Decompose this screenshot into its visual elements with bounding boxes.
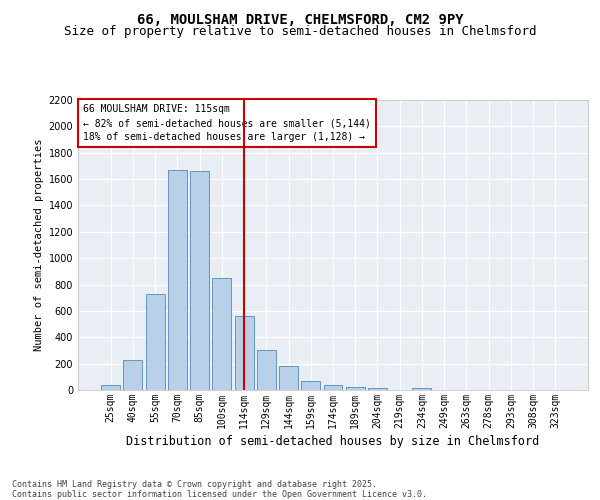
Bar	[257, 350, 276, 390]
Bar	[346, 388, 365, 390]
Bar	[190, 171, 209, 390]
Bar	[101, 384, 120, 390]
Bar	[368, 388, 387, 390]
Bar	[301, 382, 320, 390]
Bar	[235, 316, 254, 390]
Text: Size of property relative to semi-detached houses in Chelmsford: Size of property relative to semi-detach…	[64, 25, 536, 38]
Text: 66 MOULSHAM DRIVE: 115sqm
← 82% of semi-detached houses are smaller (5,144)
18% : 66 MOULSHAM DRIVE: 115sqm ← 82% of semi-…	[83, 104, 371, 142]
X-axis label: Distribution of semi-detached houses by size in Chelmsford: Distribution of semi-detached houses by …	[127, 435, 539, 448]
Bar	[323, 386, 343, 390]
Bar	[212, 278, 231, 390]
Bar	[124, 360, 142, 390]
Bar	[412, 388, 431, 390]
Y-axis label: Number of semi-detached properties: Number of semi-detached properties	[34, 138, 44, 352]
Bar	[168, 170, 187, 390]
Bar	[279, 366, 298, 390]
Text: Contains HM Land Registry data © Crown copyright and database right 2025.
Contai: Contains HM Land Registry data © Crown c…	[12, 480, 427, 499]
Text: 66, MOULSHAM DRIVE, CHELMSFORD, CM2 9PY: 66, MOULSHAM DRIVE, CHELMSFORD, CM2 9PY	[137, 12, 463, 26]
Bar	[146, 294, 164, 390]
